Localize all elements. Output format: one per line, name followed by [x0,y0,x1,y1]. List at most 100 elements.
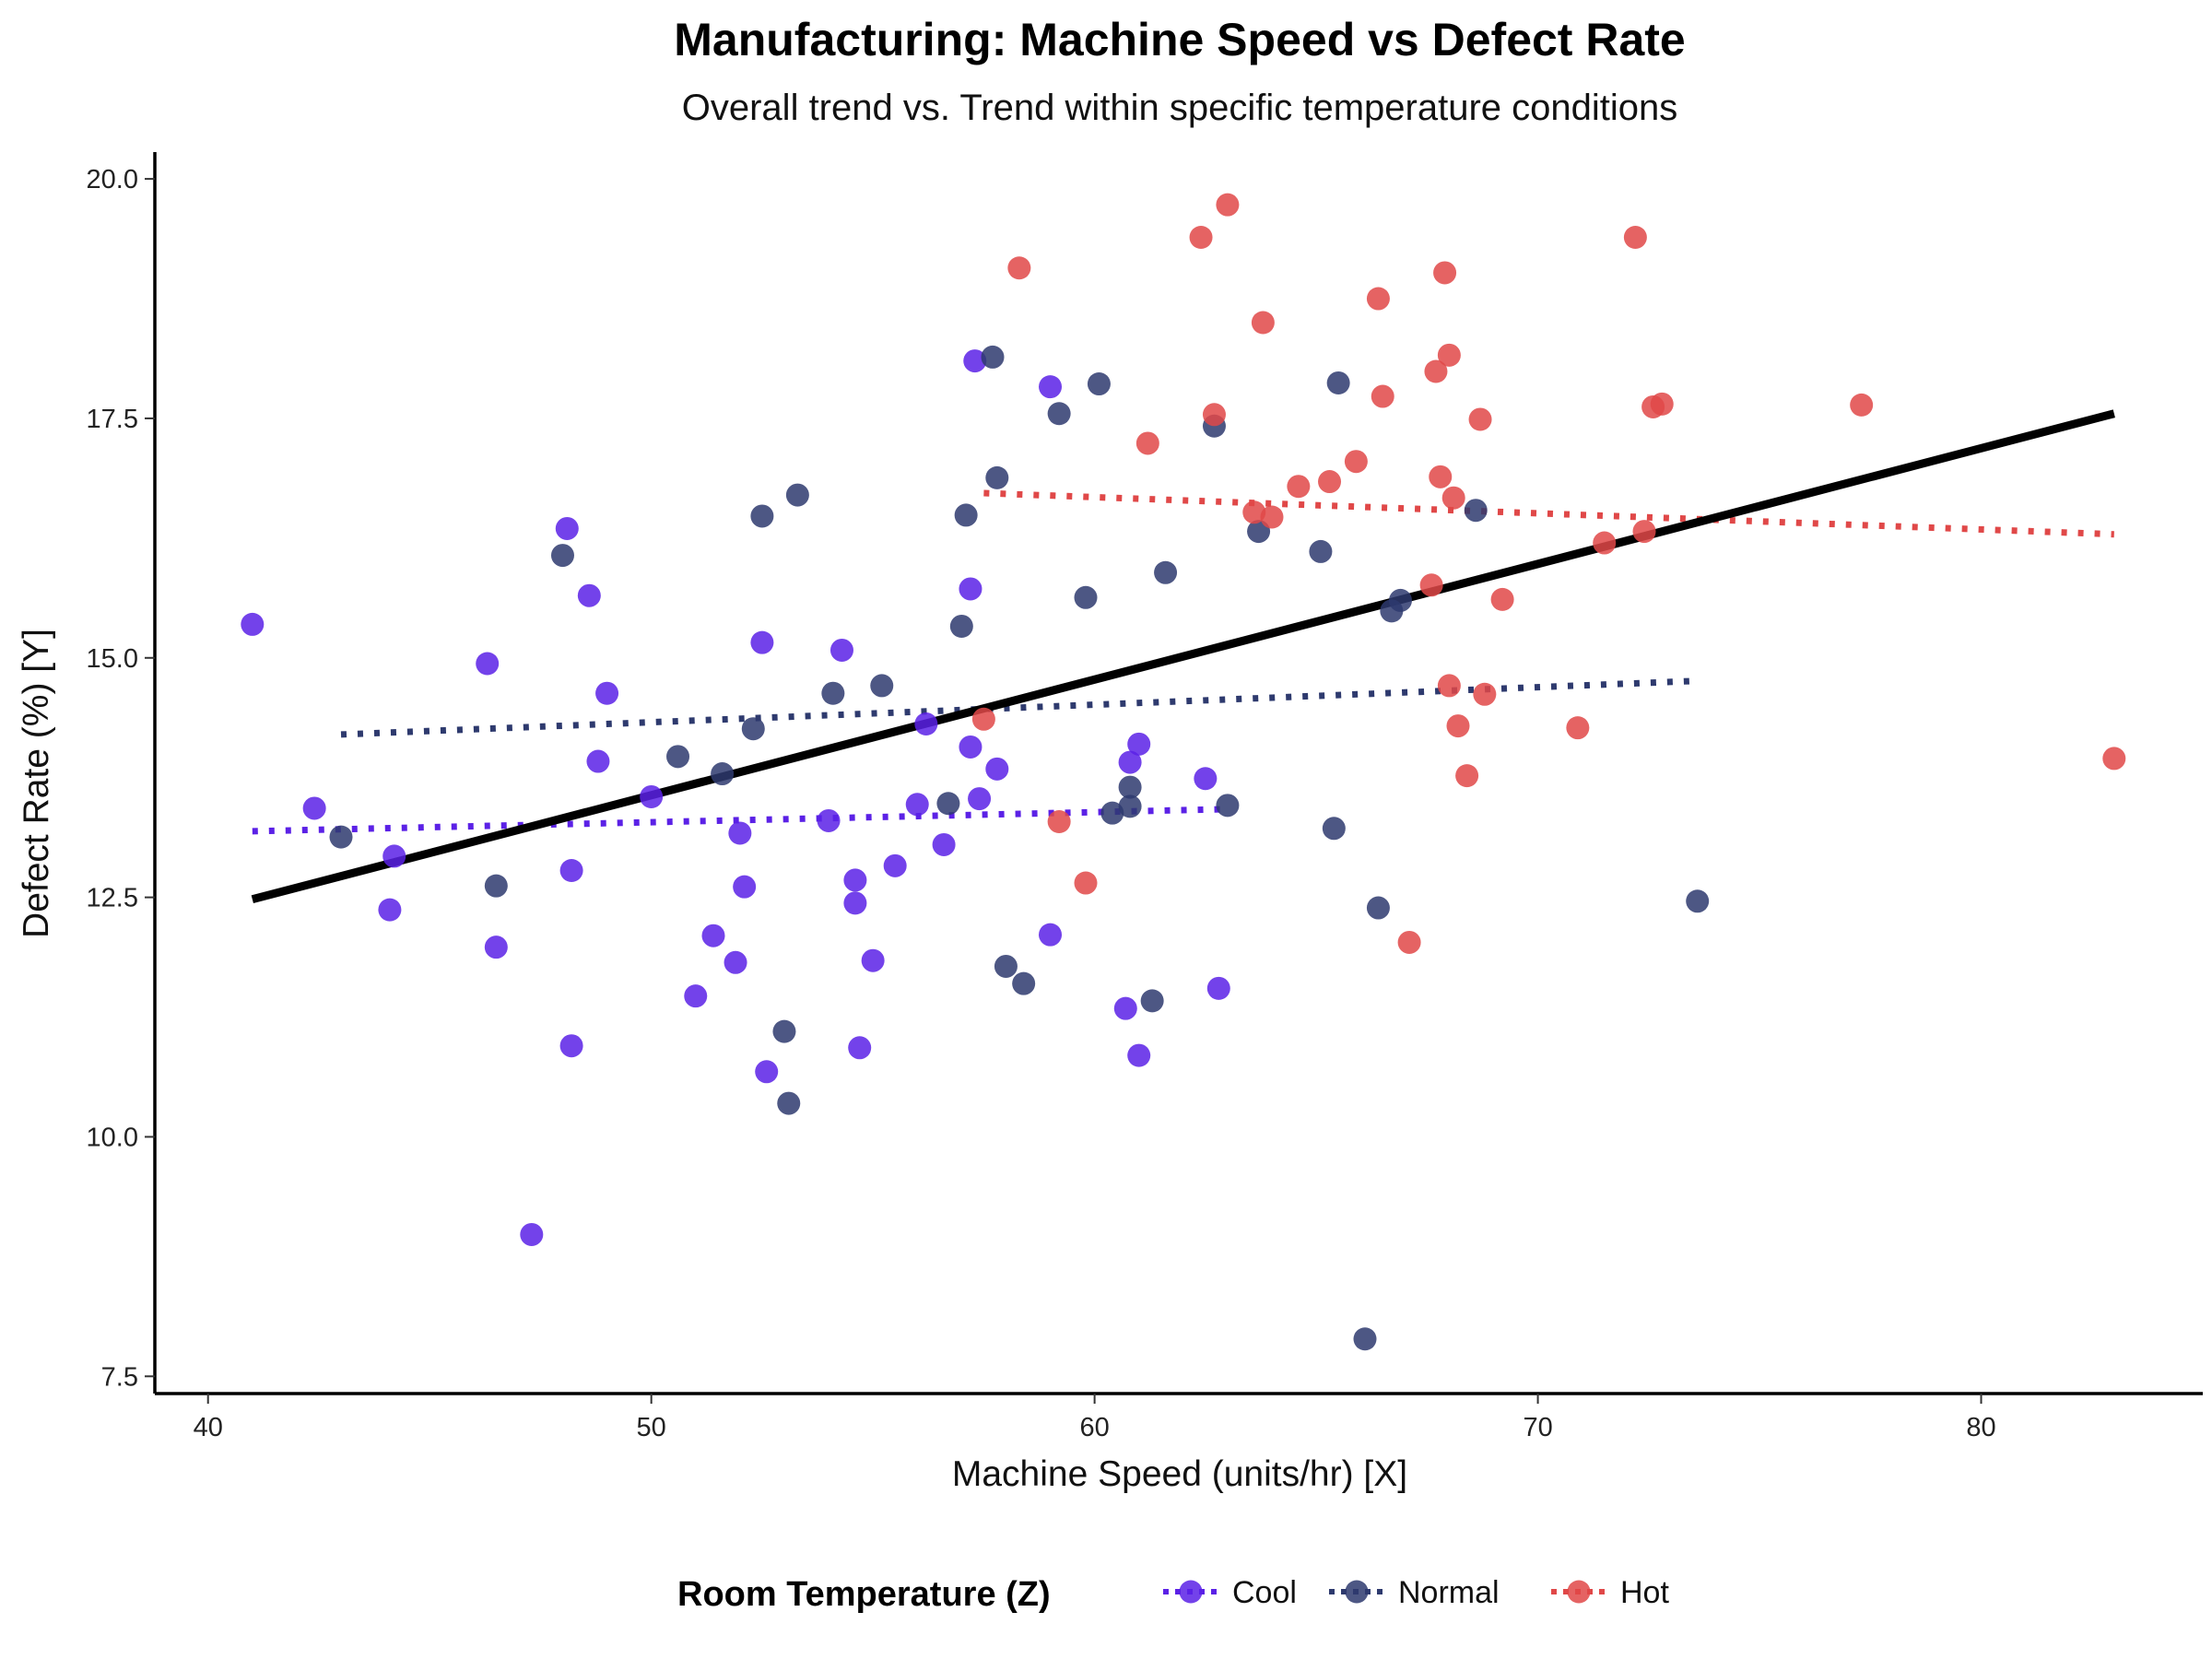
point-normal [1309,539,1333,563]
trend-line-cool [252,806,1224,835]
x-axis-title: Machine Speed (units/hr) [X] [952,1454,1407,1494]
point-hot [1850,393,1874,417]
point-hot [1216,193,1240,217]
y-axis-title: Defect Rate (%) [Y] [17,629,56,938]
point-hot [1623,226,1647,250]
point-hot [1242,500,1266,524]
point-normal [994,954,1018,978]
point-normal [1047,402,1071,426]
point-hot [1007,256,1031,280]
x-tick-label: 60 [1079,1413,1109,1442]
chart-title: Manufacturing: Machine Speed vs Defect R… [674,14,1685,65]
point-hot [1287,475,1311,499]
point-hot [1074,871,1098,895]
point-cool [843,868,867,892]
point-hot [1433,261,1457,285]
point-cool [1039,375,1063,399]
point-cool [733,875,757,899]
point-cool [1127,1043,1151,1067]
point-hot [1424,359,1448,383]
point-hot [1371,384,1394,408]
point-hot [1455,764,1479,788]
point-normal [985,465,1009,489]
point-cool [1118,750,1142,774]
point-hot [1437,674,1461,698]
point-cool [1206,976,1230,1000]
point-cool [959,577,982,601]
point-cool [905,793,929,817]
point-normal [1012,971,1036,995]
overall-trend-line [251,409,2115,904]
trend-line-normal [340,677,1698,738]
legend-key-dot-hot [1567,1580,1591,1604]
x-tick-label: 80 [1966,1413,1995,1442]
point-normal [484,874,508,898]
point-normal [1074,585,1098,609]
point-normal [1322,817,1346,841]
point-cool [1039,923,1063,947]
point-hot [1202,403,1226,427]
data-points [241,193,2126,1351]
point-hot [1047,810,1071,834]
point-cool [555,516,579,540]
point-hot [1135,431,1159,455]
point-normal [1326,371,1350,394]
point-cool [577,583,601,607]
point-cool [684,984,708,1008]
point-hot [1441,486,1465,510]
point-cool [968,787,992,811]
x-tick-label: 70 [1523,1413,1552,1442]
point-cool [378,898,402,922]
point-cool [728,821,752,845]
legend-items: Cool Normal Hot [1163,1575,1669,1610]
point-cool [883,853,907,877]
point-cool [302,796,326,820]
point-cool [963,349,987,373]
point-hot [1446,714,1470,738]
point-hot [1566,716,1590,740]
point-hot [1189,226,1213,250]
point-cool [382,844,406,868]
point-cool [724,950,747,974]
point-normal [1087,372,1111,396]
point-hot [1318,470,1342,494]
point-normal [1140,989,1164,1013]
legend-label-cool: Cool [1232,1575,1297,1610]
point-hot [1429,465,1453,488]
point-cool [559,859,583,883]
legend-key-dot-normal [1345,1580,1369,1604]
point-cool [1194,767,1218,791]
point-hot [1419,573,1443,597]
point-cool [959,735,982,759]
axes: 40 50 60 70 80 7.5 10.0 12.5 15.0 17.5 20.0 [87,152,2203,1442]
point-cool [1127,732,1151,756]
point-cool [750,630,774,654]
point-normal [870,674,894,698]
point-normal [711,762,735,786]
point-hot [1397,930,1421,954]
point-normal [741,717,765,741]
point-hot [1366,287,1390,311]
point-cool [241,612,265,636]
point-normal [750,504,774,528]
point-hot [1468,407,1492,431]
point-normal [329,825,353,849]
point-hot [1473,682,1497,706]
point-normal [1154,560,1178,584]
x-tick-label: 40 [194,1413,223,1442]
point-normal [1464,499,1488,523]
point-cool [985,757,1009,781]
point-hot [1593,531,1617,555]
point-cool [755,1060,779,1084]
point-hot [1490,587,1514,611]
point-normal [981,345,1005,369]
point-hot [1650,392,1674,416]
legend-key-dot-cool [1179,1580,1203,1604]
y-tick-label: 7.5 [101,1362,138,1392]
point-normal [1118,794,1142,818]
point-cool [559,1034,583,1058]
point-cool [932,832,956,856]
point-cool [830,638,853,662]
legend-title: Room Temperature (Z) [677,1575,1051,1614]
